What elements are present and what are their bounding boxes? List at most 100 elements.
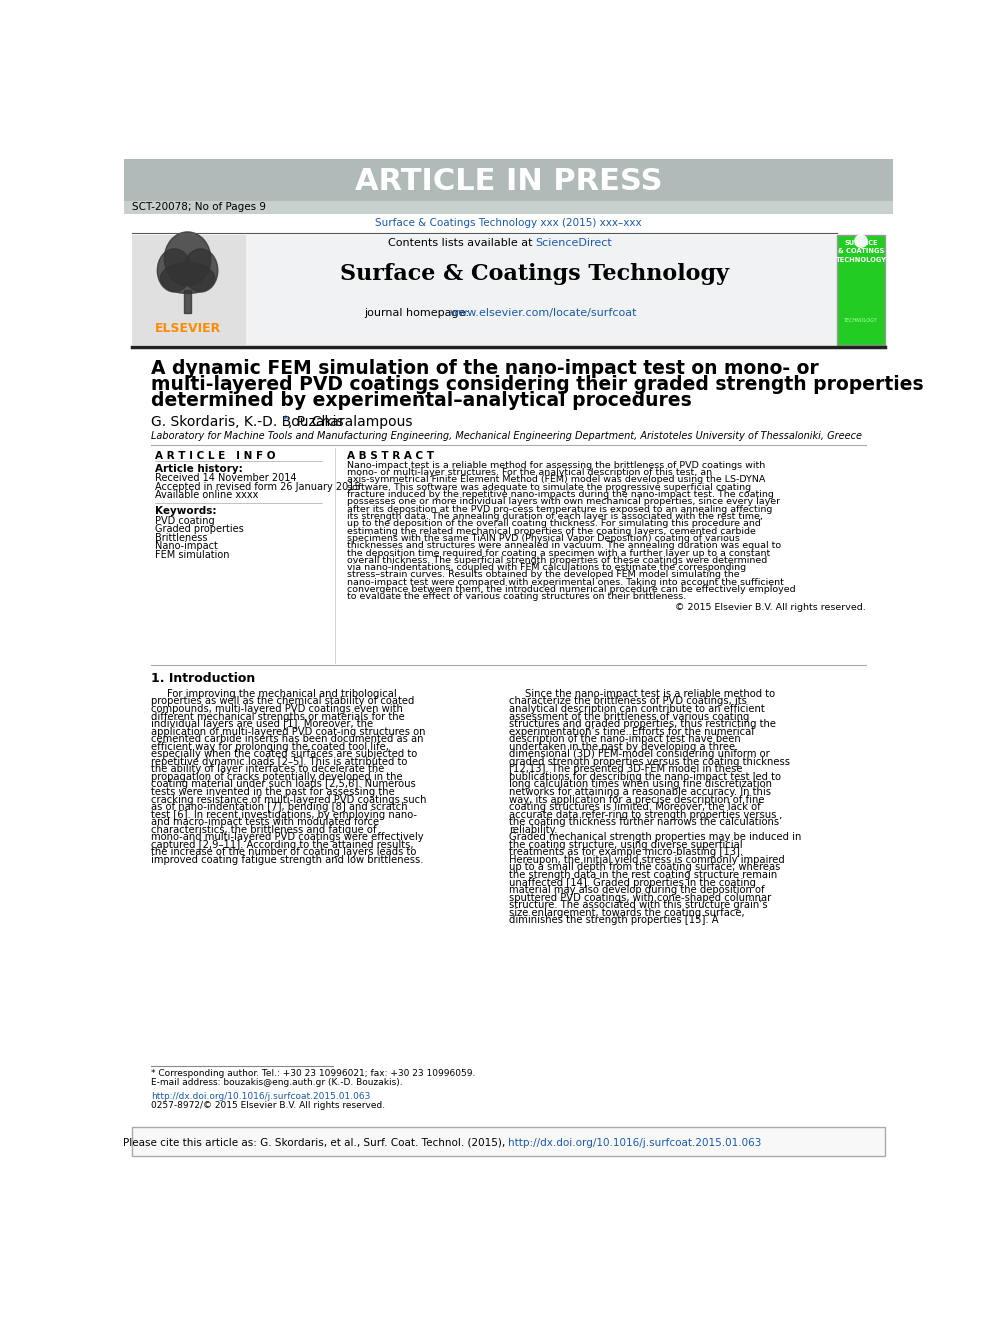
Bar: [132, 235, 246, 345]
Text: 0257-8972/© 2015 Elsevier B.V. All rights reserved.: 0257-8972/© 2015 Elsevier B.V. All right…: [151, 1101, 385, 1110]
Text: improved coating fatigue strength and low brittleness.: improved coating fatigue strength and lo…: [151, 855, 424, 865]
Text: PVD coating: PVD coating: [155, 516, 214, 525]
Text: E-mail address: bouzakis@eng.auth.gr (K.-D. Bouzakis).: E-mail address: bouzakis@eng.auth.gr (K.…: [151, 1078, 403, 1088]
Text: Please cite this article as: G. Skordaris, et al., Surf. Coat. Technol. (2015),: Please cite this article as: G. Skordari…: [123, 1138, 509, 1148]
Text: Brittleness: Brittleness: [155, 533, 207, 542]
Text: fracture induced by the repetitive nano-impacts during the nano-impact test. The: fracture induced by the repetitive nano-…: [347, 490, 774, 499]
Text: unaffected [14]. Graded properties in the coating: unaffected [14]. Graded properties in th…: [509, 877, 756, 888]
Text: dimensional (3D) FEM-model considering uniform or: dimensional (3D) FEM-model considering u…: [509, 749, 770, 759]
Text: up to a small depth from the coating surface, whereas: up to a small depth from the coating sur…: [509, 863, 781, 872]
Text: Hereupon, the initial yield stress is commonly impaired: Hereupon, the initial yield stress is co…: [509, 855, 785, 865]
Text: its strength data. The annealing duration of each layer is associated with the r: its strength data. The annealing duratio…: [347, 512, 763, 521]
Text: different mechanical strengths or materials for the: different mechanical strengths or materi…: [151, 712, 405, 721]
Text: Surface & Coatings Technology: Surface & Coatings Technology: [340, 263, 729, 286]
Text: SCT-20078; No of Pages 9: SCT-20078; No of Pages 9: [132, 202, 266, 212]
Text: publications for describing the nano-impact test led to: publications for describing the nano-imp…: [509, 771, 781, 782]
Text: individual layers are used [1]. Moreover, the: individual layers are used [1]. Moreover…: [151, 720, 373, 729]
Text: SURFACE
& COATINGS
TECHNOLOGY: SURFACE & COATINGS TECHNOLOGY: [835, 239, 887, 263]
Text: structures and graded properties, thus restricting the: structures and graded properties, thus r…: [509, 720, 776, 729]
Text: journal homepage:: journal homepage:: [364, 308, 473, 318]
Text: axis-symmetrical Finite Element Method (FEM) model was developed using the LS-DY: axis-symmetrical Finite Element Method (…: [347, 475, 766, 484]
Text: software. This software was adequate to simulate the progressive superficial coa: software. This software was adequate to …: [347, 483, 751, 492]
Text: as of nano-indentation [7], bending [8] and scratch: as of nano-indentation [7], bending [8] …: [151, 802, 408, 812]
Text: TECHNOLOGY: TECHNOLOGY: [844, 318, 878, 323]
Text: FEM simulation: FEM simulation: [155, 549, 229, 560]
Text: the ability of layer interfaces to decelerate the: the ability of layer interfaces to decel…: [151, 765, 385, 774]
Text: thicknesses and structures were annealed in vacuum. The annealing duration was e: thicknesses and structures were annealed…: [347, 541, 782, 550]
Text: ARTICLE IN PRESS: ARTICLE IN PRESS: [355, 168, 662, 196]
Text: especially when the coated surfaces are subjected to: especially when the coated surfaces are …: [151, 749, 418, 759]
Text: test [6]. In recent investigations, by employing nano-: test [6]. In recent investigations, by e…: [151, 810, 417, 820]
Text: ELSEVIER: ELSEVIER: [155, 321, 220, 335]
Text: Nano-impact test is a reliable method for assessing the brittleness of PVD coati: Nano-impact test is a reliable method fo…: [347, 460, 766, 470]
Text: http://dx.doi.org/10.1016/j.surfcoat.2015.01.063: http://dx.doi.org/10.1016/j.surfcoat.201…: [509, 1138, 762, 1148]
Text: via nano-indentations, coupled with FEM calculations to estimate the correspondi: via nano-indentations, coupled with FEM …: [347, 564, 746, 572]
Text: sputtered PVD coatings, with cone-shaped columnar: sputtered PVD coatings, with cone-shaped…: [509, 893, 772, 902]
Text: * Corresponding author. Tel.: +30 23 10996021; fax: +30 23 10996059.: * Corresponding author. Tel.: +30 23 109…: [151, 1069, 475, 1078]
Ellipse shape: [158, 249, 191, 292]
Bar: [837, 235, 885, 345]
Text: Graded mechanical strength properties may be induced in: Graded mechanical strength properties ma…: [509, 832, 802, 843]
Text: Surface & Coatings Technology xxx (2015) xxx–xxx: Surface & Coatings Technology xxx (2015)…: [375, 218, 642, 228]
Ellipse shape: [184, 249, 218, 292]
Text: cemented carbide inserts has been documented as an: cemented carbide inserts has been docume…: [151, 734, 424, 744]
Circle shape: [855, 235, 867, 247]
Ellipse shape: [165, 232, 210, 286]
Text: properties as well as the chemical stability of coated: properties as well as the chemical stabi…: [151, 696, 415, 706]
Text: A R T I C L E   I N F O: A R T I C L E I N F O: [155, 451, 276, 460]
Text: assessment of the brittleness of various coating: assessment of the brittleness of various…: [509, 712, 750, 721]
Text: A dynamic FEM simulation of the nano-impact test on mono- or: A dynamic FEM simulation of the nano-imp…: [151, 359, 818, 377]
Text: application of multi-layered PVD coat-ing structures on: application of multi-layered PVD coat-in…: [151, 726, 426, 737]
Text: Contents lists available at: Contents lists available at: [388, 238, 536, 249]
Text: convergence between them, the introduced numerical procedure can be effectively : convergence between them, the introduced…: [347, 585, 796, 594]
Text: stress–strain curves. Results obtained by the developed FEM model simulating the: stress–strain curves. Results obtained b…: [347, 570, 740, 579]
Text: the increase of the number of coating layers leads to: the increase of the number of coating la…: [151, 847, 417, 857]
Text: up to the deposition of the overall coating thickness. For simulating this proce: up to the deposition of the overall coat…: [347, 519, 761, 528]
Text: Since the nano-impact test is a reliable method to: Since the nano-impact test is a reliable…: [525, 689, 775, 699]
Text: treatments as for example micro-blasting [13].: treatments as for example micro-blasting…: [509, 847, 743, 857]
Text: Keywords:: Keywords:: [155, 507, 216, 516]
Text: A B S T R A C T: A B S T R A C T: [347, 451, 434, 460]
Text: http://dx.doi.org/10.1016/j.surfcoat.2015.01.063: http://dx.doi.org/10.1016/j.surfcoat.201…: [151, 1091, 370, 1101]
Text: graded strength properties versus the coating thickness: graded strength properties versus the co…: [509, 757, 791, 767]
Text: and macro-impact tests with modulated force: and macro-impact tests with modulated fo…: [151, 818, 379, 827]
Bar: [132, 235, 837, 345]
Text: specimens with the same TiAlN PVD (Physical Vapor Deposition) coating of various: specimens with the same TiAlN PVD (Physi…: [347, 534, 740, 542]
Text: www.elsevier.com/locate/surfcoat: www.elsevier.com/locate/surfcoat: [449, 308, 637, 318]
Text: the strength data in the rest coating structure remain: the strength data in the rest coating st…: [509, 871, 778, 880]
Text: overall thickness. The superficial strength properties of these coatings were de: overall thickness. The superficial stren…: [347, 556, 768, 565]
Text: experimentation’s time. Efforts for the numerical: experimentation’s time. Efforts for the …: [509, 726, 754, 737]
Text: compounds, multi-layered PVD coatings even with: compounds, multi-layered PVD coatings ev…: [151, 704, 403, 714]
Bar: [124, 201, 893, 214]
Text: G. Skordaris, K.-D. Bouzakis: G. Skordaris, K.-D. Bouzakis: [151, 415, 348, 429]
Text: to evaluate the effect of various coating structures on their brittleness.: to evaluate the effect of various coatin…: [347, 593, 686, 602]
Text: accurate data refer-ring to strength properties versus: accurate data refer-ring to strength pro…: [509, 810, 777, 820]
Text: Graded properties: Graded properties: [155, 524, 244, 534]
Bar: [124, 159, 893, 201]
Text: networks for attaining a reasonable accuracy. In this: networks for attaining a reasonable accu…: [509, 787, 771, 796]
Text: Article history:: Article history:: [155, 464, 243, 474]
Text: reliability.: reliability.: [509, 824, 558, 835]
Text: For improving the mechanical and tribological: For improving the mechanical and tribolo…: [167, 689, 397, 699]
Text: mono- or multi-layer structures. For the analytical description of this test, an: mono- or multi-layer structures. For the…: [347, 468, 712, 478]
Text: way, its application for a precise description of fine: way, its application for a precise descr…: [509, 795, 765, 804]
Text: characterize the brittleness of PVD coatings, its: characterize the brittleness of PVD coat…: [509, 696, 747, 706]
Bar: [132, 1127, 885, 1156]
Text: ScienceDirect: ScienceDirect: [535, 238, 611, 249]
Text: estimating the related mechanical properties of the coating layers, cemented car: estimating the related mechanical proper…: [347, 527, 756, 536]
Text: 1. Introduction: 1. Introduction: [151, 672, 255, 685]
Text: after its deposition at the PVD pro-cess temperature is exposed to an annealing : after its deposition at the PVD pro-cess…: [347, 504, 773, 513]
Text: possesses one or more individual layers with own mechanical properties, since ev: possesses one or more individual layers …: [347, 497, 781, 507]
Text: coating material under such loads [2,5,6]. Numerous: coating material under such loads [2,5,6…: [151, 779, 416, 790]
Text: Laboratory for Machine Tools and Manufacturing Engineering, Mechanical Engineeri: Laboratory for Machine Tools and Manufac…: [151, 431, 862, 441]
Text: [12,13]. The presented 3D-FEM model in these: [12,13]. The presented 3D-FEM model in t…: [509, 765, 743, 774]
Text: *: *: [283, 415, 289, 425]
Text: propagation of cracks potentially developed in the: propagation of cracks potentially develo…: [151, 771, 403, 782]
Text: diminishes the strength properties [15]. A: diminishes the strength properties [15].…: [509, 916, 719, 925]
Bar: [185, 290, 190, 312]
Text: tests were invented in the past for assessing the: tests were invented in the past for asse…: [151, 787, 395, 796]
Text: coating structures is limited. Moreover, the lack of: coating structures is limited. Moreover,…: [509, 802, 761, 812]
Text: © 2015 Elsevier B.V. All rights reserved.: © 2015 Elsevier B.V. All rights reserved…: [675, 603, 866, 611]
Text: the coating thickness further narrows the calculations’: the coating thickness further narrows th…: [509, 818, 783, 827]
Text: size enlargement, towards the coating surface,: size enlargement, towards the coating su…: [509, 908, 745, 918]
